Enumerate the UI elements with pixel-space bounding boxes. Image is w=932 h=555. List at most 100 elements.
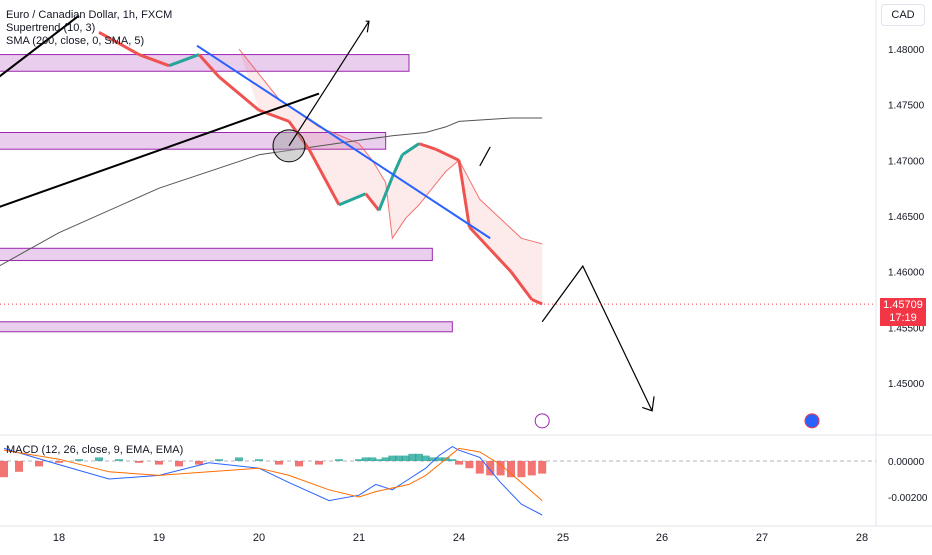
macd-histogram-bar (428, 457, 437, 461)
macd-histogram-bar (401, 455, 410, 461)
macd-histogram-bar (395, 455, 403, 461)
macd-histogram-bar (496, 461, 505, 476)
macd-histogram-bar (355, 459, 363, 461)
price-candle-segment (435, 147, 460, 162)
zone-rect (0, 247, 433, 262)
main-legend: Euro / Canadian Dollar, 1h, FXCM Supertr… (6, 9, 172, 48)
price-candle-segment (287, 120, 311, 151)
macd-histogram-bar (465, 461, 474, 469)
price-candle-segment (468, 226, 492, 251)
flash-event-icon (534, 413, 550, 429)
price-candle-segment (197, 53, 221, 78)
price-candle-segment (364, 192, 381, 212)
price-candle-segment (138, 53, 170, 68)
price-candle-segment (98, 30, 140, 56)
zone-rect (0, 321, 453, 333)
macd-legend: MACD (12, 26, close, 9, EMA, EMA) (6, 444, 183, 457)
last-price-value: 1.45709 (883, 299, 923, 311)
macd-histogram-bar (35, 461, 43, 467)
forecast-arrow-up (288, 20, 370, 147)
macd-histogram-bar (486, 461, 495, 476)
macd-histogram-bar (388, 455, 397, 461)
macd-histogram-bar (408, 453, 417, 461)
x-tick-label: 20 (253, 532, 265, 544)
macd-tick-label: -0.00200 (888, 493, 928, 504)
macd-histogram-bar (421, 455, 430, 461)
macd-histogram-bar (275, 461, 283, 465)
x-tick-label: 24 (453, 532, 465, 544)
macd-histogram-bar (368, 457, 377, 461)
legend-macd[interactable]: MACD (12, 26, close, 9, EMA, EMA) (6, 444, 184, 456)
macd-histogram-bar (375, 459, 383, 461)
legend-sma[interactable]: SMA (200, close, 0, SMA, 5) (6, 35, 145, 47)
supertrend-line (238, 48, 543, 245)
macd-histogram-bar (435, 457, 443, 461)
forecast-arrow-up-head (365, 20, 370, 33)
price-candle-segment (489, 248, 513, 273)
signal-line (3, 447, 543, 501)
price-candle-segment (401, 142, 420, 157)
price-candle-segment (307, 148, 341, 206)
macd-histogram-bar (315, 461, 323, 465)
price-candle-segment (509, 270, 534, 301)
macd-histogram-bar (95, 457, 103, 461)
macd-histogram-bar (335, 459, 343, 461)
macd-histogram-bar (235, 457, 243, 461)
price-candle-segment (377, 176, 394, 211)
black-trendline-upper (0, 14, 80, 78)
calendar-event-icon (804, 413, 820, 429)
macd-histogram-bar (55, 461, 63, 463)
x-tick-label: 18 (53, 532, 65, 544)
x-tick-label: 28 (856, 532, 868, 544)
macd-histogram-bar (195, 461, 203, 465)
price-tick-label: 1.48000 (888, 45, 925, 56)
legend-symbol[interactable]: Euro / Canadian Dollar, 1h, FXCM (6, 9, 173, 21)
legend-supertrend[interactable]: Supertrend (10, 3) (6, 22, 96, 34)
macd-tick-label: 0.00000 (888, 457, 925, 468)
price-tick-label: 1.47500 (888, 101, 925, 112)
currency-button[interactable]: CAD (881, 4, 925, 26)
macd-line (3, 446, 543, 516)
macd-histogram-bar (215, 459, 223, 461)
last-price-countdown: 17:19 (889, 312, 917, 324)
blue-trendline (196, 44, 491, 240)
macd-histogram-bar (475, 461, 484, 474)
price-tick-label: 1.45000 (888, 379, 925, 390)
macd-histogram-bar (0, 461, 8, 478)
macd-histogram-bar (75, 459, 83, 461)
macd-histogram-bar (517, 461, 526, 478)
x-tick-label: 19 (153, 532, 165, 544)
macd-histogram-bar (448, 459, 457, 461)
forecast-path (541, 264, 653, 412)
x-tick-label: 26 (656, 532, 668, 544)
price-candle-segment (390, 154, 404, 178)
price-candle-segment (338, 192, 367, 207)
price-tick-label: 1.47000 (888, 156, 925, 167)
macd-histogram-bar (115, 459, 123, 461)
macd-histogram-bar (175, 461, 183, 467)
last-price-label: 1.45709 17:19 (880, 298, 926, 326)
x-tick-label: 25 (557, 532, 569, 544)
macd-histogram-bar (15, 461, 23, 472)
macd-histogram-bar (527, 461, 536, 476)
macd-histogram-bar (538, 461, 547, 474)
macd-histogram-bar (155, 461, 163, 465)
price-tick-label: 1.46500 (888, 212, 925, 223)
x-tick-label: 21 (353, 532, 365, 544)
forecast-arrow-head (642, 396, 655, 412)
macd-histogram-bar (135, 461, 143, 463)
macd-histogram-bar (361, 457, 370, 461)
macd-histogram-bar (415, 453, 423, 461)
macd-histogram-bar (381, 457, 390, 461)
sma-line (0, 117, 543, 267)
macd-histogram-bar (255, 459, 263, 461)
price-candle-segment (531, 298, 543, 306)
supertrend-fill (239, 49, 543, 304)
price-candle-segment (218, 75, 260, 112)
macd-histogram-bar (295, 461, 303, 467)
price-tick-label: 1.46000 (888, 268, 925, 279)
price-candle-segment (457, 160, 471, 228)
price-tick-label: 1.45500 (888, 323, 925, 334)
